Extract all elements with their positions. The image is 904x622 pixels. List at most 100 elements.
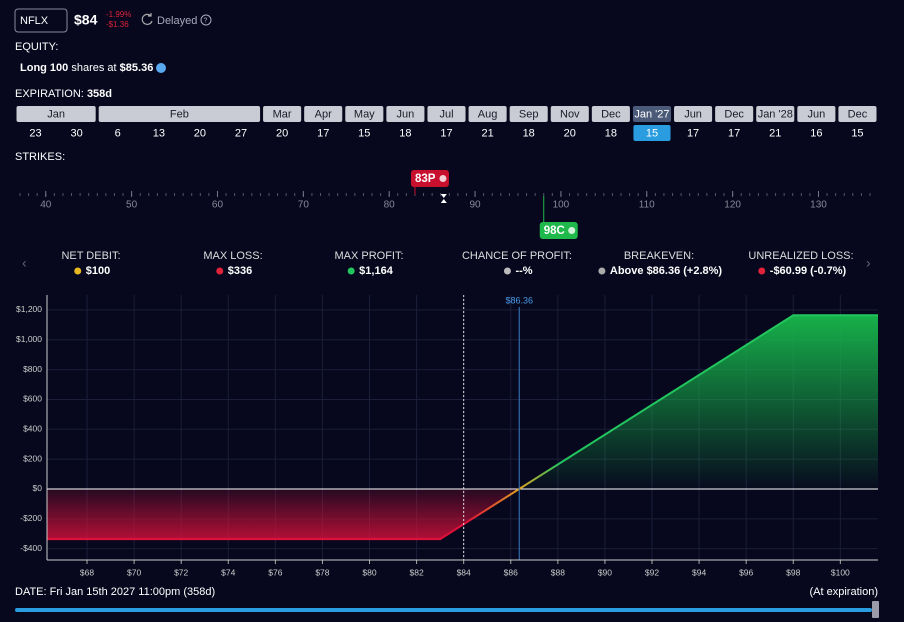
stat-value: --% bbox=[515, 265, 532, 277]
month-name: Apr bbox=[315, 108, 332, 120]
strike-leg-label: 98C bbox=[544, 225, 565, 237]
strike-tick-label: 40 bbox=[40, 200, 52, 211]
expiry-date[interactable]: 13 bbox=[153, 127, 165, 139]
x-tick-label: $98 bbox=[786, 567, 800, 577]
month-name: Mar bbox=[273, 108, 292, 120]
month-name: Feb bbox=[170, 108, 189, 120]
y-tick-label: $400 bbox=[23, 424, 42, 434]
expiry-date[interactable]: 17 bbox=[317, 127, 329, 139]
expiration-title: EXPIRATION: bbox=[15, 88, 84, 100]
month-chip[interactable] bbox=[468, 106, 507, 122]
month-chip[interactable] bbox=[98, 106, 261, 122]
month-chip[interactable] bbox=[756, 106, 795, 122]
expiry-date[interactable]: 17 bbox=[687, 127, 699, 139]
expiry-date[interactable]: 18 bbox=[399, 127, 411, 139]
month-name: Jun bbox=[684, 108, 702, 120]
stat-value: -$60.99 (-0.7%) bbox=[770, 265, 847, 277]
change-abs: -$1.36 bbox=[106, 20, 129, 29]
x-tick-label: $72 bbox=[174, 567, 188, 577]
expiry-date[interactable]: 18 bbox=[605, 127, 617, 139]
expiration-label: EXPIRATION: 358d bbox=[15, 88, 112, 100]
strike-leg-label: 83P bbox=[415, 173, 436, 185]
month-chip[interactable] bbox=[715, 106, 754, 122]
y-tick-label: $1,200 bbox=[16, 304, 42, 314]
stat-icon bbox=[758, 267, 766, 275]
breakeven-marker bbox=[440, 194, 447, 203]
stats-next[interactable]: › bbox=[866, 255, 871, 271]
x-tick-label: $90 bbox=[598, 567, 612, 577]
month-chip[interactable] bbox=[509, 106, 548, 122]
month-name: Jan '27 bbox=[634, 108, 669, 120]
y-tick-label: $1,000 bbox=[16, 334, 42, 344]
expiry-date[interactable]: 21 bbox=[769, 127, 781, 139]
stats-prev[interactable]: ‹ bbox=[22, 255, 27, 271]
expiry-date[interactable]: 15 bbox=[851, 127, 863, 139]
month-chip[interactable] bbox=[304, 106, 343, 122]
month-chip[interactable] bbox=[591, 106, 630, 122]
month-chip[interactable] bbox=[632, 106, 672, 122]
position-price: $85.36 bbox=[120, 62, 154, 74]
month-chip[interactable] bbox=[674, 106, 713, 122]
strike-tick-label: 60 bbox=[212, 200, 224, 211]
ticker-input[interactable] bbox=[14, 8, 68, 33]
equity-position: Long 100 shares at $85.36 bbox=[20, 62, 153, 74]
month-chip[interactable] bbox=[386, 106, 425, 122]
stat-icon bbox=[74, 267, 82, 275]
selected-date[interactable] bbox=[633, 125, 671, 141]
expiry-date[interactable]: 15 bbox=[358, 127, 370, 139]
y-tick-label: -$200 bbox=[20, 513, 42, 523]
x-tick-label: $92 bbox=[645, 567, 659, 577]
breakeven-label: $86.36 bbox=[505, 295, 533, 305]
stat-label: UNREALIZED LOSS: bbox=[748, 250, 853, 262]
delayed-status: Delayed bbox=[157, 15, 197, 27]
month-chip[interactable] bbox=[427, 106, 466, 122]
x-tick-label: $70 bbox=[127, 567, 141, 577]
x-tick-label: $80 bbox=[362, 567, 376, 577]
stat-label: BREAKEVEN: bbox=[624, 250, 694, 262]
month-chip[interactable] bbox=[263, 106, 302, 122]
strikes-label: STRIKES: bbox=[15, 151, 65, 163]
expiry-date[interactable]: 23 bbox=[29, 127, 41, 139]
stat-label: NET DEBIT: bbox=[61, 250, 120, 262]
payoff-line bbox=[47, 314, 878, 541]
stat-label: MAX LOSS: bbox=[203, 250, 262, 262]
y-tick-label: $0 bbox=[33, 483, 43, 493]
month-name: Jun bbox=[397, 108, 415, 120]
expiry-date[interactable]: 17 bbox=[440, 127, 452, 139]
refresh-icon[interactable] bbox=[141, 13, 153, 25]
expiry-date[interactable]: 20 bbox=[276, 127, 288, 139]
expiry-date[interactable]: 15 bbox=[646, 127, 658, 139]
expiry-date[interactable]: 17 bbox=[728, 127, 740, 139]
expiry-date[interactable]: 6 bbox=[115, 127, 121, 139]
month-chip[interactable] bbox=[345, 106, 384, 122]
strike-tick-label: 50 bbox=[126, 200, 138, 211]
strike-leg-tag[interactable] bbox=[539, 222, 578, 239]
expiry-date[interactable]: 30 bbox=[71, 127, 83, 139]
date-slider-track[interactable] bbox=[15, 608, 872, 612]
month-chip[interactable] bbox=[838, 106, 877, 122]
x-tick-label: $74 bbox=[221, 567, 235, 577]
leg-icon bbox=[439, 175, 447, 182]
expiry-date[interactable]: 18 bbox=[523, 127, 535, 139]
stat-label: CHANCE OF PROFIT: bbox=[462, 250, 572, 262]
month-name: Dec bbox=[601, 108, 621, 120]
expiry-date[interactable]: 16 bbox=[810, 127, 822, 139]
expiry-date[interactable]: 27 bbox=[235, 127, 247, 139]
date-slider-thumb[interactable] bbox=[872, 601, 879, 618]
y-tick-label: -$400 bbox=[20, 543, 42, 553]
expiry-date[interactable]: 21 bbox=[481, 127, 493, 139]
x-tick-label: $100 bbox=[831, 567, 850, 577]
expiry-date[interactable]: 20 bbox=[194, 127, 206, 139]
expiry-date[interactable]: 20 bbox=[564, 127, 576, 139]
month-chip[interactable] bbox=[797, 106, 836, 122]
y-tick-label: $800 bbox=[23, 364, 42, 374]
help-icon[interactable] bbox=[200, 14, 212, 26]
strike-leg-tag[interactable] bbox=[410, 170, 449, 187]
month-chip[interactable] bbox=[550, 106, 589, 122]
month-chip[interactable] bbox=[16, 106, 96, 122]
date-text: DATE: Fri Jan 15th 2027 11:00pm (358d) bbox=[15, 586, 215, 598]
strike-tick-label: 80 bbox=[384, 200, 396, 211]
month-name: Aug bbox=[478, 108, 498, 120]
